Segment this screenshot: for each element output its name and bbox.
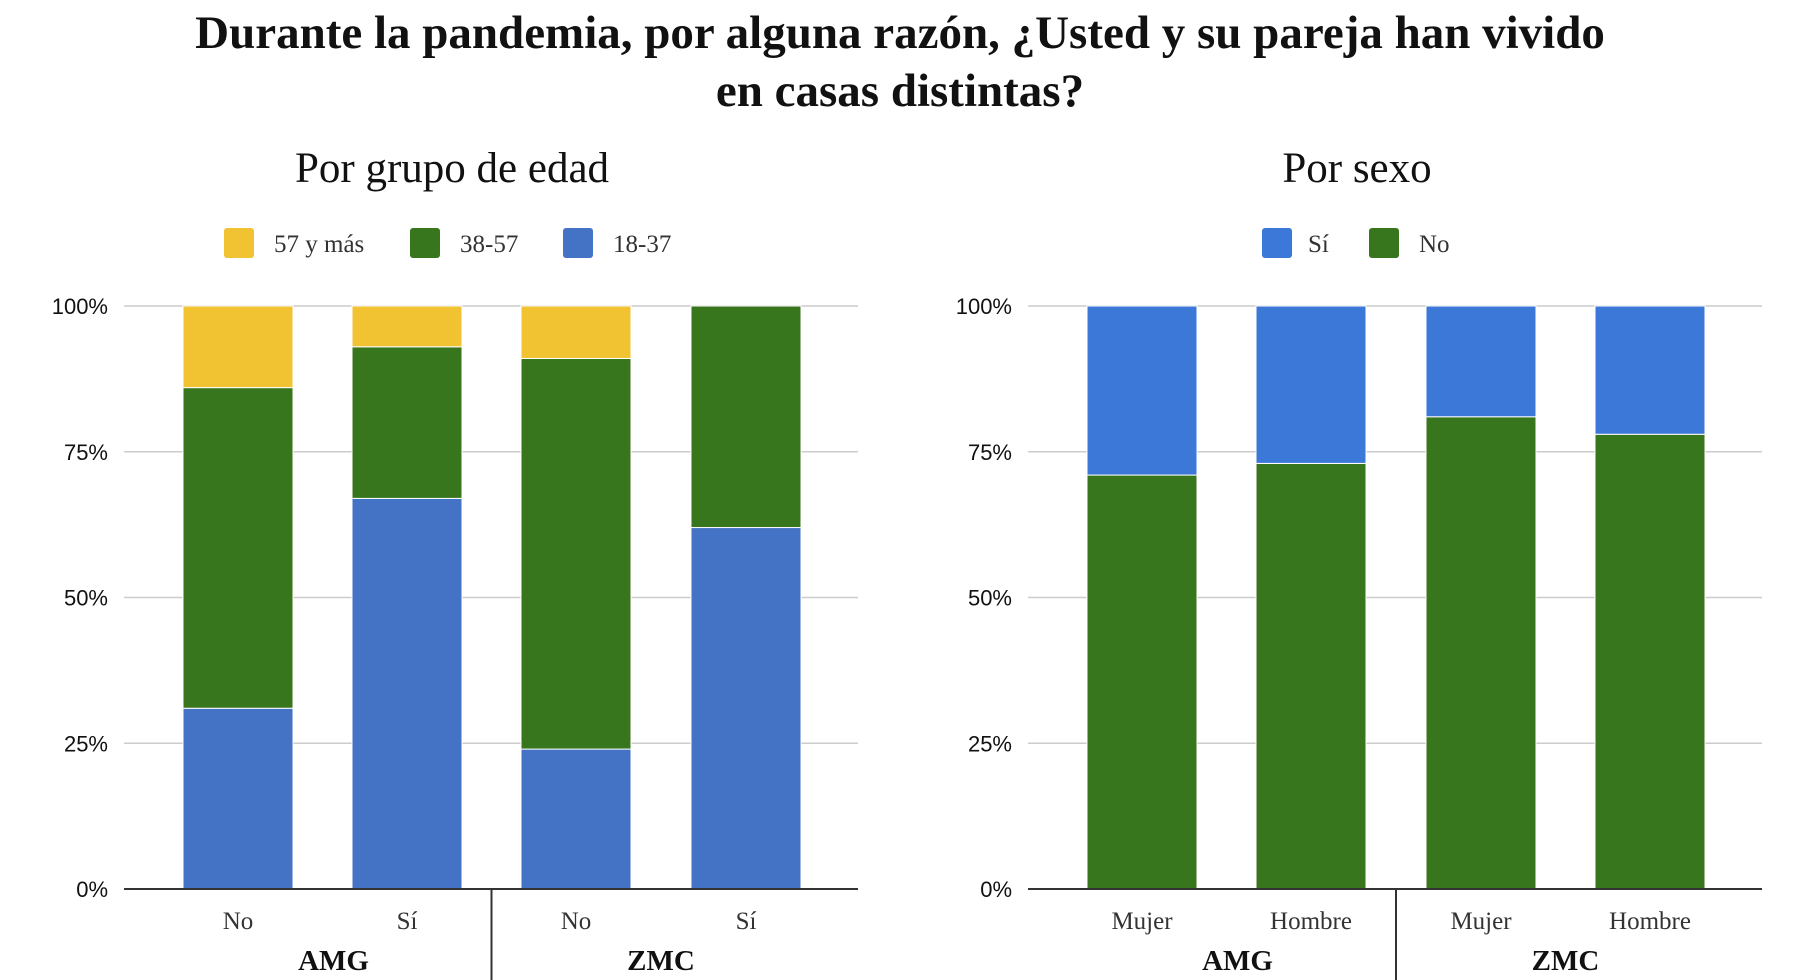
legend-label: 38-57 xyxy=(460,231,518,258)
x-tick-label: No xyxy=(561,908,592,935)
x-tick-label: No xyxy=(223,908,254,935)
main-title-line-1: Durante la pandemia, por alguna razón, ¿… xyxy=(195,7,1605,59)
group-label: AMG xyxy=(1202,945,1273,977)
bar-segment xyxy=(1086,474,1198,890)
y-tick-label: 100% xyxy=(52,294,108,319)
legend-swatch xyxy=(224,228,254,258)
bar-segment xyxy=(520,748,632,890)
chart-1-title: Por grupo de edad xyxy=(295,145,609,192)
chart-1: Por grupo de edad 57 y más 38-57 18-37 0% 25%… xyxy=(52,145,858,980)
group-label: ZMC xyxy=(1532,945,1600,977)
bar-segment xyxy=(520,357,632,750)
y-tick-label: 25% xyxy=(968,731,1012,756)
y-tick-label: 0% xyxy=(980,877,1012,902)
bar-segment xyxy=(1594,433,1706,890)
main-title: Durante la pandemia, por alguna razón, ¿… xyxy=(0,4,1800,120)
y-tick-label: 50% xyxy=(968,586,1012,611)
bar-segment xyxy=(1425,305,1537,418)
bar-segment xyxy=(1255,305,1367,464)
bar-segment xyxy=(1594,305,1706,435)
bar-segment xyxy=(1425,416,1537,890)
legend-swatch xyxy=(1262,228,1292,258)
chart-2-title: Por sexo xyxy=(1282,145,1431,192)
bar-segment xyxy=(182,707,294,890)
x-tick-label: Hombre xyxy=(1270,908,1352,935)
bar-segment xyxy=(351,346,463,499)
legend-swatch xyxy=(1369,228,1399,258)
bar-segment xyxy=(690,527,802,890)
legend-label: Sí xyxy=(1308,231,1329,258)
y-tick-label: 0% xyxy=(76,877,108,902)
legend-swatch xyxy=(410,228,440,258)
group-label: AMG xyxy=(298,945,369,977)
group-label: ZMC xyxy=(627,945,695,977)
bar-segment xyxy=(520,305,632,359)
legend-swatch xyxy=(563,228,593,258)
x-tick-label: Sí xyxy=(397,908,418,935)
legend-label: 57 y más xyxy=(274,231,364,258)
y-tick-label: 100% xyxy=(956,294,1012,319)
bar-segment xyxy=(182,305,294,389)
legend-label: No xyxy=(1419,231,1450,258)
bar-segment xyxy=(690,305,802,529)
bar-segment xyxy=(351,305,463,348)
y-tick-label: 75% xyxy=(968,440,1012,465)
chart-2: Por sexo Sí No 0% 25% 50% 75% 100% Mujer Hombre Mu… xyxy=(956,145,1762,980)
y-tick-label: 75% xyxy=(64,440,108,465)
x-tick-label: Mujer xyxy=(1450,908,1512,935)
x-tick-label: Hombre xyxy=(1609,908,1691,935)
x-tick-label: Mujer xyxy=(1111,908,1173,935)
main-title-line-2: en casas distintas? xyxy=(715,65,1085,117)
bar-segment xyxy=(1255,462,1367,890)
y-tick-label: 25% xyxy=(64,731,108,756)
bar-segment xyxy=(351,497,463,890)
bar-segment xyxy=(1086,305,1198,476)
y-tick-label: 50% xyxy=(64,586,108,611)
x-tick-label: Sí xyxy=(736,908,757,935)
bar-segment xyxy=(182,387,294,709)
legend-label: 18-37 xyxy=(613,231,671,258)
